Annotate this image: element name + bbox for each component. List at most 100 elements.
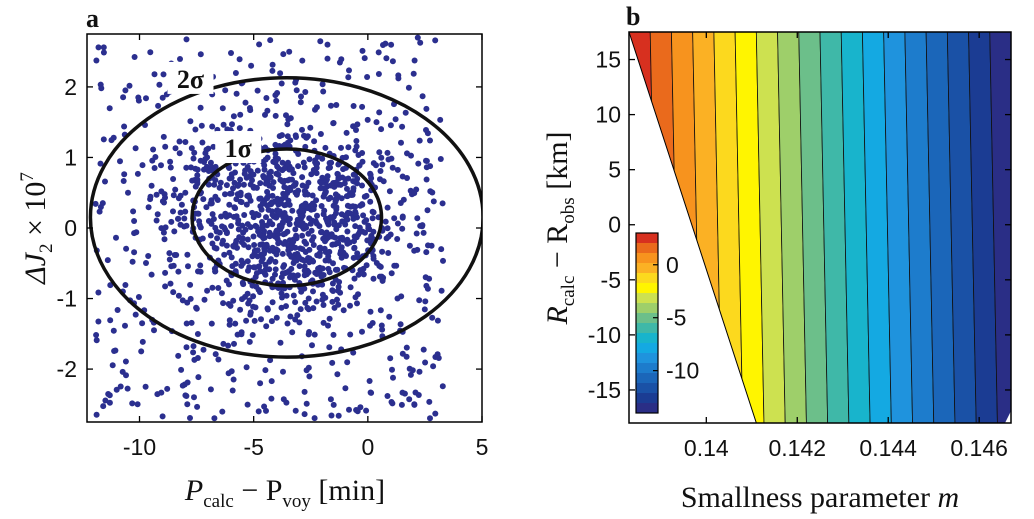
- scatter-point: [355, 271, 362, 278]
- scatter-point: [159, 413, 166, 420]
- scatter-point: [143, 95, 149, 102]
- scatter-point: [301, 272, 308, 279]
- scatter-point: [263, 95, 270, 101]
- scatter-point: [423, 127, 429, 133]
- scatter-point: [183, 222, 190, 229]
- scatter-point: [273, 97, 280, 104]
- scatter-point: [414, 215, 421, 222]
- scatter-point: [147, 193, 154, 200]
- scatter-point: [397, 321, 404, 328]
- scatter-point: [424, 207, 431, 214]
- scatter-point: [320, 88, 327, 95]
- scatter-point: [302, 89, 309, 95]
- scatter-point: [426, 275, 433, 282]
- scatter-point: [353, 138, 360, 144]
- scatter-point: [306, 373, 313, 380]
- scatter-point: [330, 288, 337, 294]
- scatter-point: [262, 271, 269, 278]
- scatter-point: [278, 224, 285, 231]
- scatter-point: [237, 111, 244, 118]
- scatter-point: [355, 291, 361, 298]
- scatter-point: [251, 242, 258, 248]
- scatter-point: [188, 145, 195, 152]
- scatter-point: [220, 300, 227, 307]
- scatter-point: [212, 351, 219, 358]
- colorbar-tick-label: -5: [666, 305, 686, 331]
- scatter-point: [110, 327, 117, 334]
- scatter-point: [363, 407, 370, 414]
- scatter-point: [264, 107, 271, 114]
- scatter-point: [260, 174, 267, 181]
- scatter-point: [317, 185, 324, 192]
- scatter-point: [419, 222, 426, 229]
- scatter-point: [382, 218, 389, 225]
- scatter-point: [266, 233, 273, 240]
- scatter-point: [272, 92, 279, 99]
- scatter-point: [350, 349, 357, 356]
- scatter-point: [412, 389, 419, 396]
- scatter-point: [257, 180, 264, 187]
- scatter-point: [211, 181, 218, 188]
- scatter-point: [283, 292, 290, 299]
- scatter-point: [100, 403, 107, 410]
- scatter-point: [352, 223, 359, 230]
- scatter-point: [342, 212, 348, 219]
- scatter-point: [344, 202, 351, 209]
- scatter-point: [298, 93, 304, 100]
- scatter-point: [432, 37, 439, 44]
- scatter-point: [199, 139, 206, 146]
- scatter-point: [194, 176, 201, 183]
- scatter-point: [249, 253, 256, 260]
- scatter-point: [394, 166, 401, 173]
- scatter-point: [354, 121, 361, 128]
- scatter-point: [216, 229, 223, 236]
- scatter-point: [319, 174, 326, 181]
- scatter-point: [261, 403, 268, 410]
- scatter-point: [270, 179, 277, 186]
- contour-band: [777, 32, 807, 423]
- y-tick-label: -5: [601, 267, 621, 293]
- scatter-point: [230, 243, 237, 249]
- scatter-point: [113, 386, 120, 393]
- scatter-point: [131, 249, 138, 256]
- scatter-point: [184, 251, 191, 258]
- scatter-point: [249, 332, 256, 338]
- scatter-point: [239, 296, 245, 303]
- scatter-point: [100, 49, 107, 56]
- scatter-point: [359, 47, 366, 54]
- scatter-point: [332, 241, 339, 248]
- scatter-point: [135, 94, 142, 101]
- scatter-point: [313, 298, 320, 305]
- scatter-point: [346, 210, 353, 217]
- scatter-point: [151, 71, 158, 78]
- y-tick-label: 5: [608, 157, 621, 183]
- scatter-point: [416, 297, 423, 304]
- scatter-point: [162, 283, 169, 290]
- scatter-point: [167, 164, 174, 171]
- x-tick-label: 0.144: [859, 435, 917, 461]
- scatter-point: [340, 166, 347, 173]
- scatter-point: [299, 57, 306, 64]
- scatter-point: [298, 288, 305, 295]
- scatter-point: [211, 244, 218, 251]
- scatter-point: [129, 258, 136, 265]
- scatter-point: [122, 358, 129, 365]
- scatter-point: [397, 200, 404, 206]
- scatter-point: [170, 208, 176, 215]
- scatter-point: [328, 412, 335, 419]
- scatter-point: [139, 338, 146, 345]
- scatter-point: [106, 392, 113, 399]
- y-axis-label-a: ΔJ2 × 107: [17, 172, 57, 285]
- scatter-point: [195, 210, 202, 217]
- scatter-point: [249, 282, 256, 289]
- scatter-point: [350, 178, 357, 185]
- scatter-point: [353, 127, 359, 133]
- scatter-point: [185, 263, 191, 270]
- scatter-point: [318, 180, 325, 186]
- scatter-point: [167, 280, 174, 287]
- scatter-point: [250, 293, 257, 300]
- scatter-point: [219, 105, 226, 112]
- scatter-point: [221, 251, 228, 258]
- scatter-point: [269, 199, 275, 206]
- scatter-point: [299, 232, 306, 239]
